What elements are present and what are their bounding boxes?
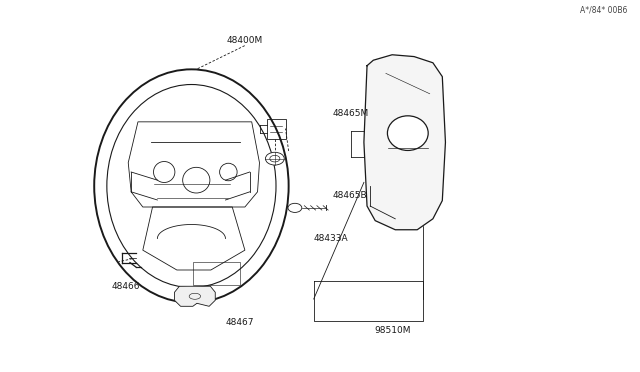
Text: 48465B: 48465B (333, 190, 367, 200)
Ellipse shape (107, 84, 276, 288)
Text: 48465M: 48465M (333, 109, 369, 118)
Polygon shape (175, 286, 215, 306)
Ellipse shape (266, 152, 284, 165)
Text: 48400M: 48400M (227, 36, 263, 45)
Text: 48467: 48467 (226, 318, 255, 327)
Polygon shape (364, 55, 445, 230)
Text: 98510M: 98510M (374, 326, 410, 334)
Text: 48433A: 48433A (314, 234, 348, 243)
Ellipse shape (387, 116, 428, 150)
Text: 48466: 48466 (111, 282, 140, 291)
Ellipse shape (288, 203, 302, 212)
Text: A*/84* 00B6: A*/84* 00B6 (580, 6, 627, 15)
